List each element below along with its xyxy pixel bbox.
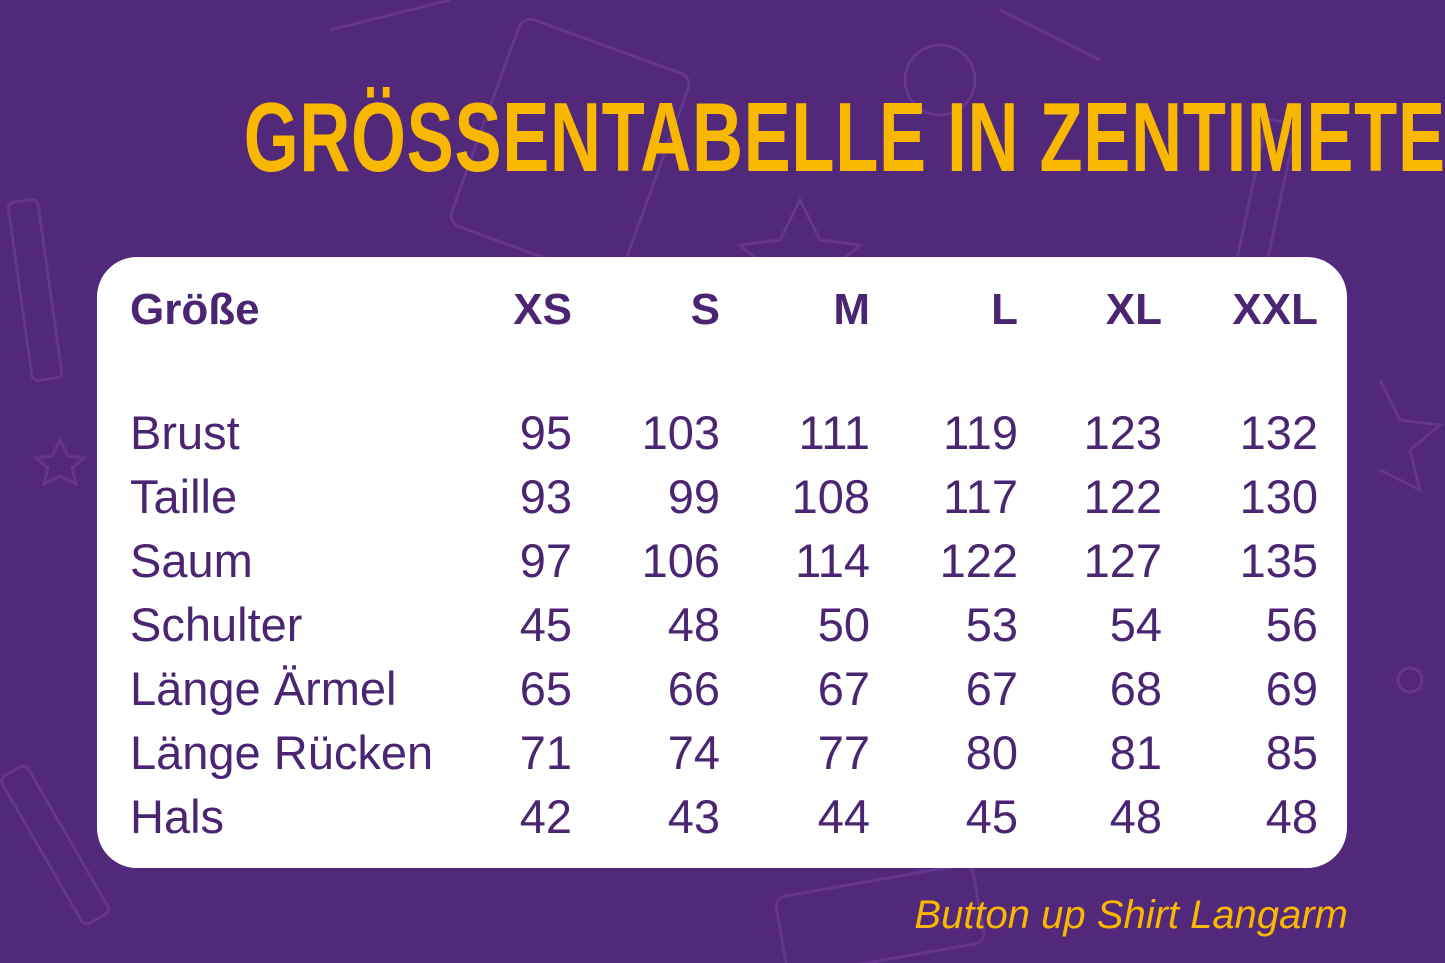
- table-cell: 123: [1083, 406, 1162, 459]
- table-cell: 42: [519, 790, 572, 843]
- table-cell: 54: [1109, 598, 1162, 651]
- table-cell: 108: [791, 470, 870, 523]
- table-cell: 99: [667, 470, 720, 523]
- size-header-xl: XL: [1105, 285, 1162, 334]
- table-cell: 114: [795, 534, 870, 587]
- table-cell: 106: [641, 534, 720, 587]
- size-header-m: M: [833, 285, 870, 334]
- table-cell: 122: [1083, 470, 1162, 523]
- table-cell: 43: [667, 790, 720, 843]
- size-header-l: L: [991, 285, 1018, 334]
- table-cell: 50: [817, 598, 870, 651]
- size-header-xs: XS: [513, 285, 572, 334]
- table-cell: 127: [1083, 534, 1162, 587]
- table-cell: 103: [641, 406, 720, 459]
- table-cell: 68: [1109, 662, 1162, 715]
- table-cell: 93: [519, 470, 572, 523]
- table-cell: 74: [667, 726, 720, 779]
- table-cell: 97: [519, 534, 572, 587]
- table-cell: 80: [965, 726, 1018, 779]
- table-cell: 66: [667, 662, 720, 715]
- header-label: Größe: [130, 285, 260, 334]
- table-cell: 45: [519, 598, 572, 651]
- row-label: Saum: [130, 534, 253, 587]
- table-cell: 48: [1109, 790, 1162, 843]
- table-cell: 48: [667, 598, 720, 651]
- page-title: GRÖSSENTABELLE IN ZENTIMETER: [243, 82, 1445, 192]
- table-cell: 130: [1239, 470, 1318, 523]
- table-cell: 69: [1265, 662, 1318, 715]
- table-cell: 67: [965, 662, 1018, 715]
- row-label: Brust: [130, 406, 240, 459]
- table-cell: 44: [817, 790, 870, 843]
- table-cell: 65: [519, 662, 572, 715]
- row-label: Taille: [130, 470, 238, 523]
- table-cell: 81: [1109, 726, 1162, 779]
- table-cell: 56: [1265, 598, 1318, 651]
- size-header-xxl: XXL: [1232, 285, 1318, 334]
- row-label: Hals: [130, 790, 225, 843]
- size-table: Größe XS S M L XL XXL Brust 95 103 111 119 123 132 Ta…: [97, 257, 1347, 868]
- row-label: Länge Rücken: [130, 726, 434, 779]
- product-name: Button up Shirt Langarm: [914, 893, 1348, 937]
- table-cell: 45: [965, 790, 1018, 843]
- table-cell: 111: [798, 406, 870, 459]
- table-cell: 119: [943, 406, 1018, 459]
- table-cell: 122: [939, 534, 1018, 587]
- table-cell: 67: [817, 662, 870, 715]
- row-label: Länge Ärmel: [130, 662, 397, 715]
- table-cell: 117: [943, 470, 1018, 523]
- table-cell: 77: [817, 726, 870, 779]
- table-cell: 132: [1239, 406, 1318, 459]
- size-header-s: S: [690, 285, 720, 334]
- table-cell: 48: [1265, 790, 1318, 843]
- row-label: Schulter: [130, 598, 303, 651]
- table-cell: 135: [1239, 534, 1318, 587]
- table-cell: 53: [965, 598, 1018, 651]
- table-cell: 71: [519, 726, 572, 779]
- table-cell: 85: [1265, 726, 1318, 779]
- table-cell: 95: [519, 406, 572, 459]
